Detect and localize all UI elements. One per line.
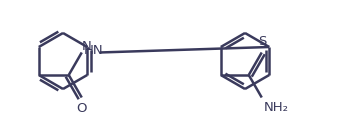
Text: NH₂: NH₂: [264, 101, 289, 113]
Text: S: S: [258, 35, 267, 49]
Text: N: N: [81, 39, 91, 53]
Text: HN: HN: [84, 44, 103, 57]
Text: O: O: [76, 102, 87, 114]
